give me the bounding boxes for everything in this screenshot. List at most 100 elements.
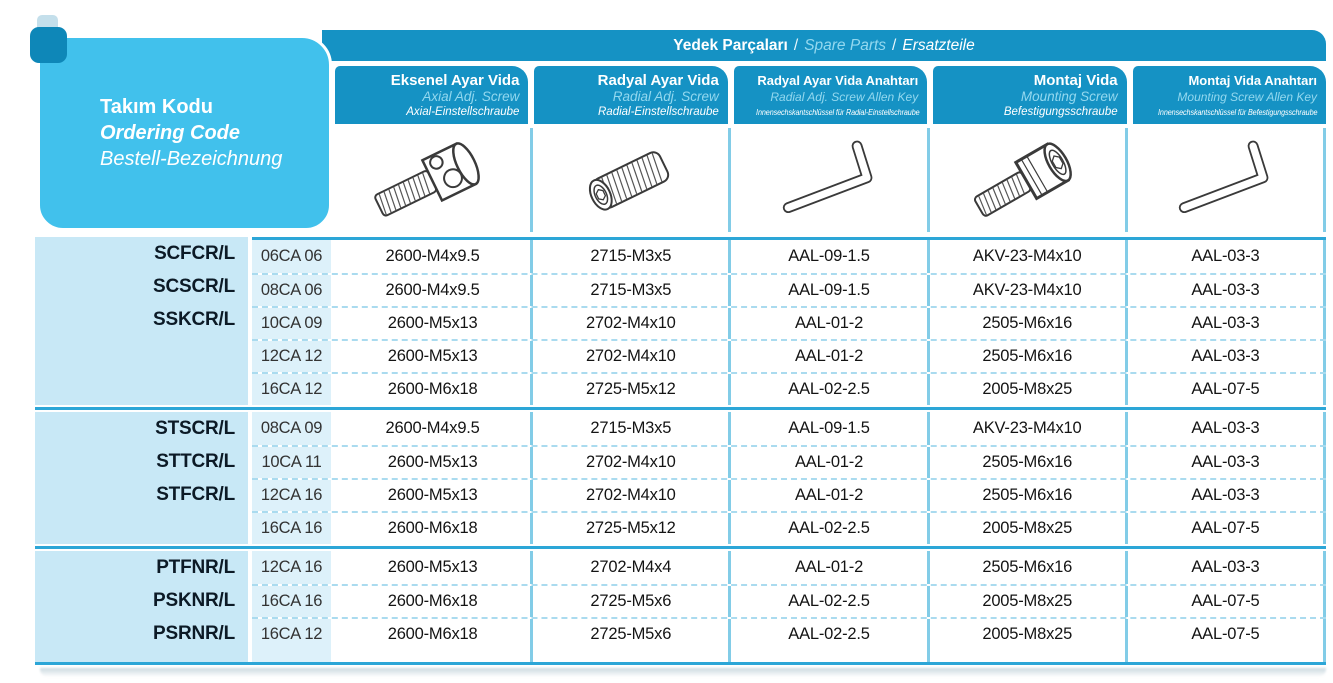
column-title-turkish: Radyal Ayar Vida Anahtarı	[757, 73, 919, 88]
size-code-cell: 08CA 09	[252, 412, 331, 445]
part-number-cell: AAL-02-2.5	[728, 513, 926, 544]
tool-code-label: SSKCR/L	[153, 308, 235, 330]
group-rows: 08CA 09 2600-M4x9.5 2715-M3x5 AAL-09-1.5…	[252, 412, 1327, 544]
allen-key-icon	[1124, 128, 1327, 232]
size-code-cell: 08CA 06	[252, 275, 331, 306]
table-row: 10CA 11 2600-M5x13 2702-M4x10 AAL-01-2 2…	[252, 445, 1327, 478]
socket-head-cap-screw-icon	[926, 128, 1125, 232]
column-title-english: Radial Adj. Screw	[612, 89, 719, 104]
part-number-cell: AAL-03-3	[1124, 308, 1327, 339]
title-german: Ersatzteile	[902, 36, 975, 54]
part-number-cell: 2505-M6x16	[926, 447, 1125, 478]
part-number-cell: AAL-07-5	[1124, 619, 1327, 650]
table-row: 08CA 09 2600-M4x9.5 2715-M3x5 AAL-09-1.5…	[252, 412, 1327, 445]
page-bottom-shadow	[40, 668, 1326, 677]
table-row: 06CA 06 2600-M4x9.5 2715-M3x5 AAL-09-1.5…	[252, 240, 1327, 273]
size-code-cell: 10CA 09	[252, 308, 331, 339]
column-title-german: Radial-Einstellschraube	[598, 106, 719, 118]
part-number-cell: 2505-M6x16	[926, 480, 1125, 511]
column-title-german: Innensechskantschlüssel für Befestigungs…	[1157, 108, 1318, 117]
title-english: Spare Parts	[804, 36, 887, 54]
part-number-cell: 2702-M4x10	[530, 480, 728, 511]
part-number-cell: AKV-23-M4x10	[926, 275, 1125, 306]
tool-code-label: STTCR/L	[156, 450, 235, 472]
tool-code-column: STSCR/L STTCR/L STFCR/L	[35, 412, 248, 544]
part-number-cell: AAL-09-1.5	[728, 412, 926, 445]
part-number-cell: 2600-M5x13	[387, 453, 478, 471]
part-number-cell: AAL-07-5	[1124, 513, 1327, 544]
column-header-axial-screw: Eksenel Ayar Vida Axial Adj. Screw Axial…	[335, 66, 529, 124]
column-header-mounting-screw: Montaj Vida Mounting Screw Befestigungss…	[933, 66, 1127, 124]
column-title-english: Mounting Screw Allen Key	[1177, 90, 1318, 104]
tool-group-p: PTFNR/L PSKNR/L PSRNR/L 12CA 16 2600-M5x…	[35, 551, 1327, 662]
column-title-turkish: Montaj Vida	[1033, 72, 1118, 89]
table-row: 10CA 09 2600-M5x13 2702-M4x10 AAL-01-2 2…	[252, 306, 1327, 339]
tool-code-label: SCFCR/L	[154, 242, 235, 264]
radial-set-screw-icon	[530, 128, 728, 232]
table-row: 12CA 16 2600-M5x13 2702-M4x10 AAL-01-2 2…	[252, 478, 1327, 511]
parts-table: SCFCR/L SCSCR/L SSKCR/L 06CA 06 2600-M4x…	[35, 237, 1327, 665]
part-number-cell: 2702-M4x10	[530, 341, 728, 372]
part-number-cell: AAL-03-3	[1124, 551, 1327, 584]
table-bottom-border	[35, 662, 1326, 665]
tool-code-label: PSRNR/L	[153, 622, 235, 644]
ordering-code-title-german: Bestell-Bezeichnung	[100, 148, 283, 170]
part-number-cell: 2725-M5x6	[530, 586, 728, 617]
part-number-cell: AAL-03-3	[1124, 480, 1327, 511]
part-number-cell: 2005-M8x25	[926, 586, 1125, 617]
column-title-german: Befestigungsschraube	[1003, 106, 1118, 118]
part-number-cell: AAL-07-5	[1124, 374, 1327, 405]
part-number-cell: AKV-23-M4x10	[926, 412, 1125, 445]
part-number-cell: AAL-03-3	[1124, 412, 1327, 445]
ordering-code-title-english: Ordering Code	[100, 122, 241, 144]
part-number-cell: 2715-M3x5	[530, 240, 728, 273]
table-row: 16CA 12 2600-M6x18 2725-M5x12 AAL-02-2.5…	[252, 372, 1327, 405]
part-number-cell: 2600-M4x9.5	[385, 419, 480, 437]
group-rows: 12CA 16 2600-M5x13 2702-M4x4 AAL-01-2 25…	[252, 551, 1327, 662]
spare-parts-title-band: Yedek Parçaları / Spare Parts / Ersatzte…	[322, 30, 1326, 61]
part-number-cell	[530, 650, 728, 662]
corner-tab	[30, 27, 67, 63]
part-number-cell: 2005-M8x25	[926, 619, 1125, 650]
column-title-english: Radial Adj. Screw Allen Key	[770, 90, 919, 104]
column-title-english: Axial Adj. Screw	[422, 89, 520, 104]
part-number-cell: AAL-03-3	[1124, 275, 1327, 306]
part-number-cell: 2600-M4x9.5	[385, 281, 480, 299]
part-number-cell: 2600-M5x13	[387, 558, 478, 576]
column-title-german: Axial-Einstellschraube	[406, 106, 520, 118]
size-code-cell: 10CA 11	[252, 447, 331, 478]
allen-key-icon	[728, 128, 926, 232]
column-title-turkish: Eksenel Ayar Vida	[390, 72, 520, 89]
group-separator	[35, 407, 1326, 410]
part-number-cell: AAL-09-1.5	[728, 240, 926, 273]
part-number-cell: 2505-M6x16	[926, 308, 1125, 339]
ordering-code-header-card: Takım Kodu Ordering Code Bestell-Bezeich…	[37, 35, 332, 231]
table-row: 16CA 12 2600-M6x18 2725-M5x6 AAL-02-2.5 …	[252, 617, 1327, 650]
size-code-cell: 06CA 06	[252, 240, 331, 273]
part-number-cell: 2005-M8x25	[926, 374, 1125, 405]
tool-code-label: PTFNR/L	[156, 556, 235, 578]
tool-group-sc: SCFCR/L SCSCR/L SSKCR/L 06CA 06 2600-M4x…	[35, 237, 1327, 405]
size-code-cell: 12CA 16	[252, 480, 331, 511]
column-title-german: Innensechskantschlüssel für Radial-Einst…	[755, 108, 920, 117]
size-code-cell: 16CA 12	[252, 619, 331, 650]
size-code-cell: 16CA 16	[252, 586, 331, 617]
part-number-cell: 2715-M3x5	[530, 275, 728, 306]
tool-code-label: STSCR/L	[155, 417, 235, 439]
column-title-turkish: Montaj Vida Anahtarı	[1188, 73, 1318, 88]
group-separator	[35, 546, 1326, 549]
part-number-cell: 2600-M4x9.5	[385, 247, 480, 265]
part-number-cell	[1124, 650, 1327, 662]
size-code-cell: 12CA 12	[252, 341, 331, 372]
part-number-cell: 2725-M5x12	[530, 374, 728, 405]
part-number-cell: 2725-M5x12	[530, 513, 728, 544]
table-row: 08CA 06 2600-M4x9.5 2715-M3x5 AAL-09-1.5…	[252, 273, 1327, 306]
tool-code-column: PTFNR/L PSKNR/L PSRNR/L	[35, 551, 248, 662]
tool-code-label: SCSCR/L	[153, 275, 235, 297]
axial-adjustment-screw-icon	[335, 128, 530, 232]
part-number-cell	[926, 650, 1125, 662]
part-number-cell: 2600-M6x18	[387, 592, 478, 610]
part-number-cell: AAL-02-2.5	[728, 374, 926, 405]
size-code-cell: 12CA 16	[252, 551, 331, 584]
